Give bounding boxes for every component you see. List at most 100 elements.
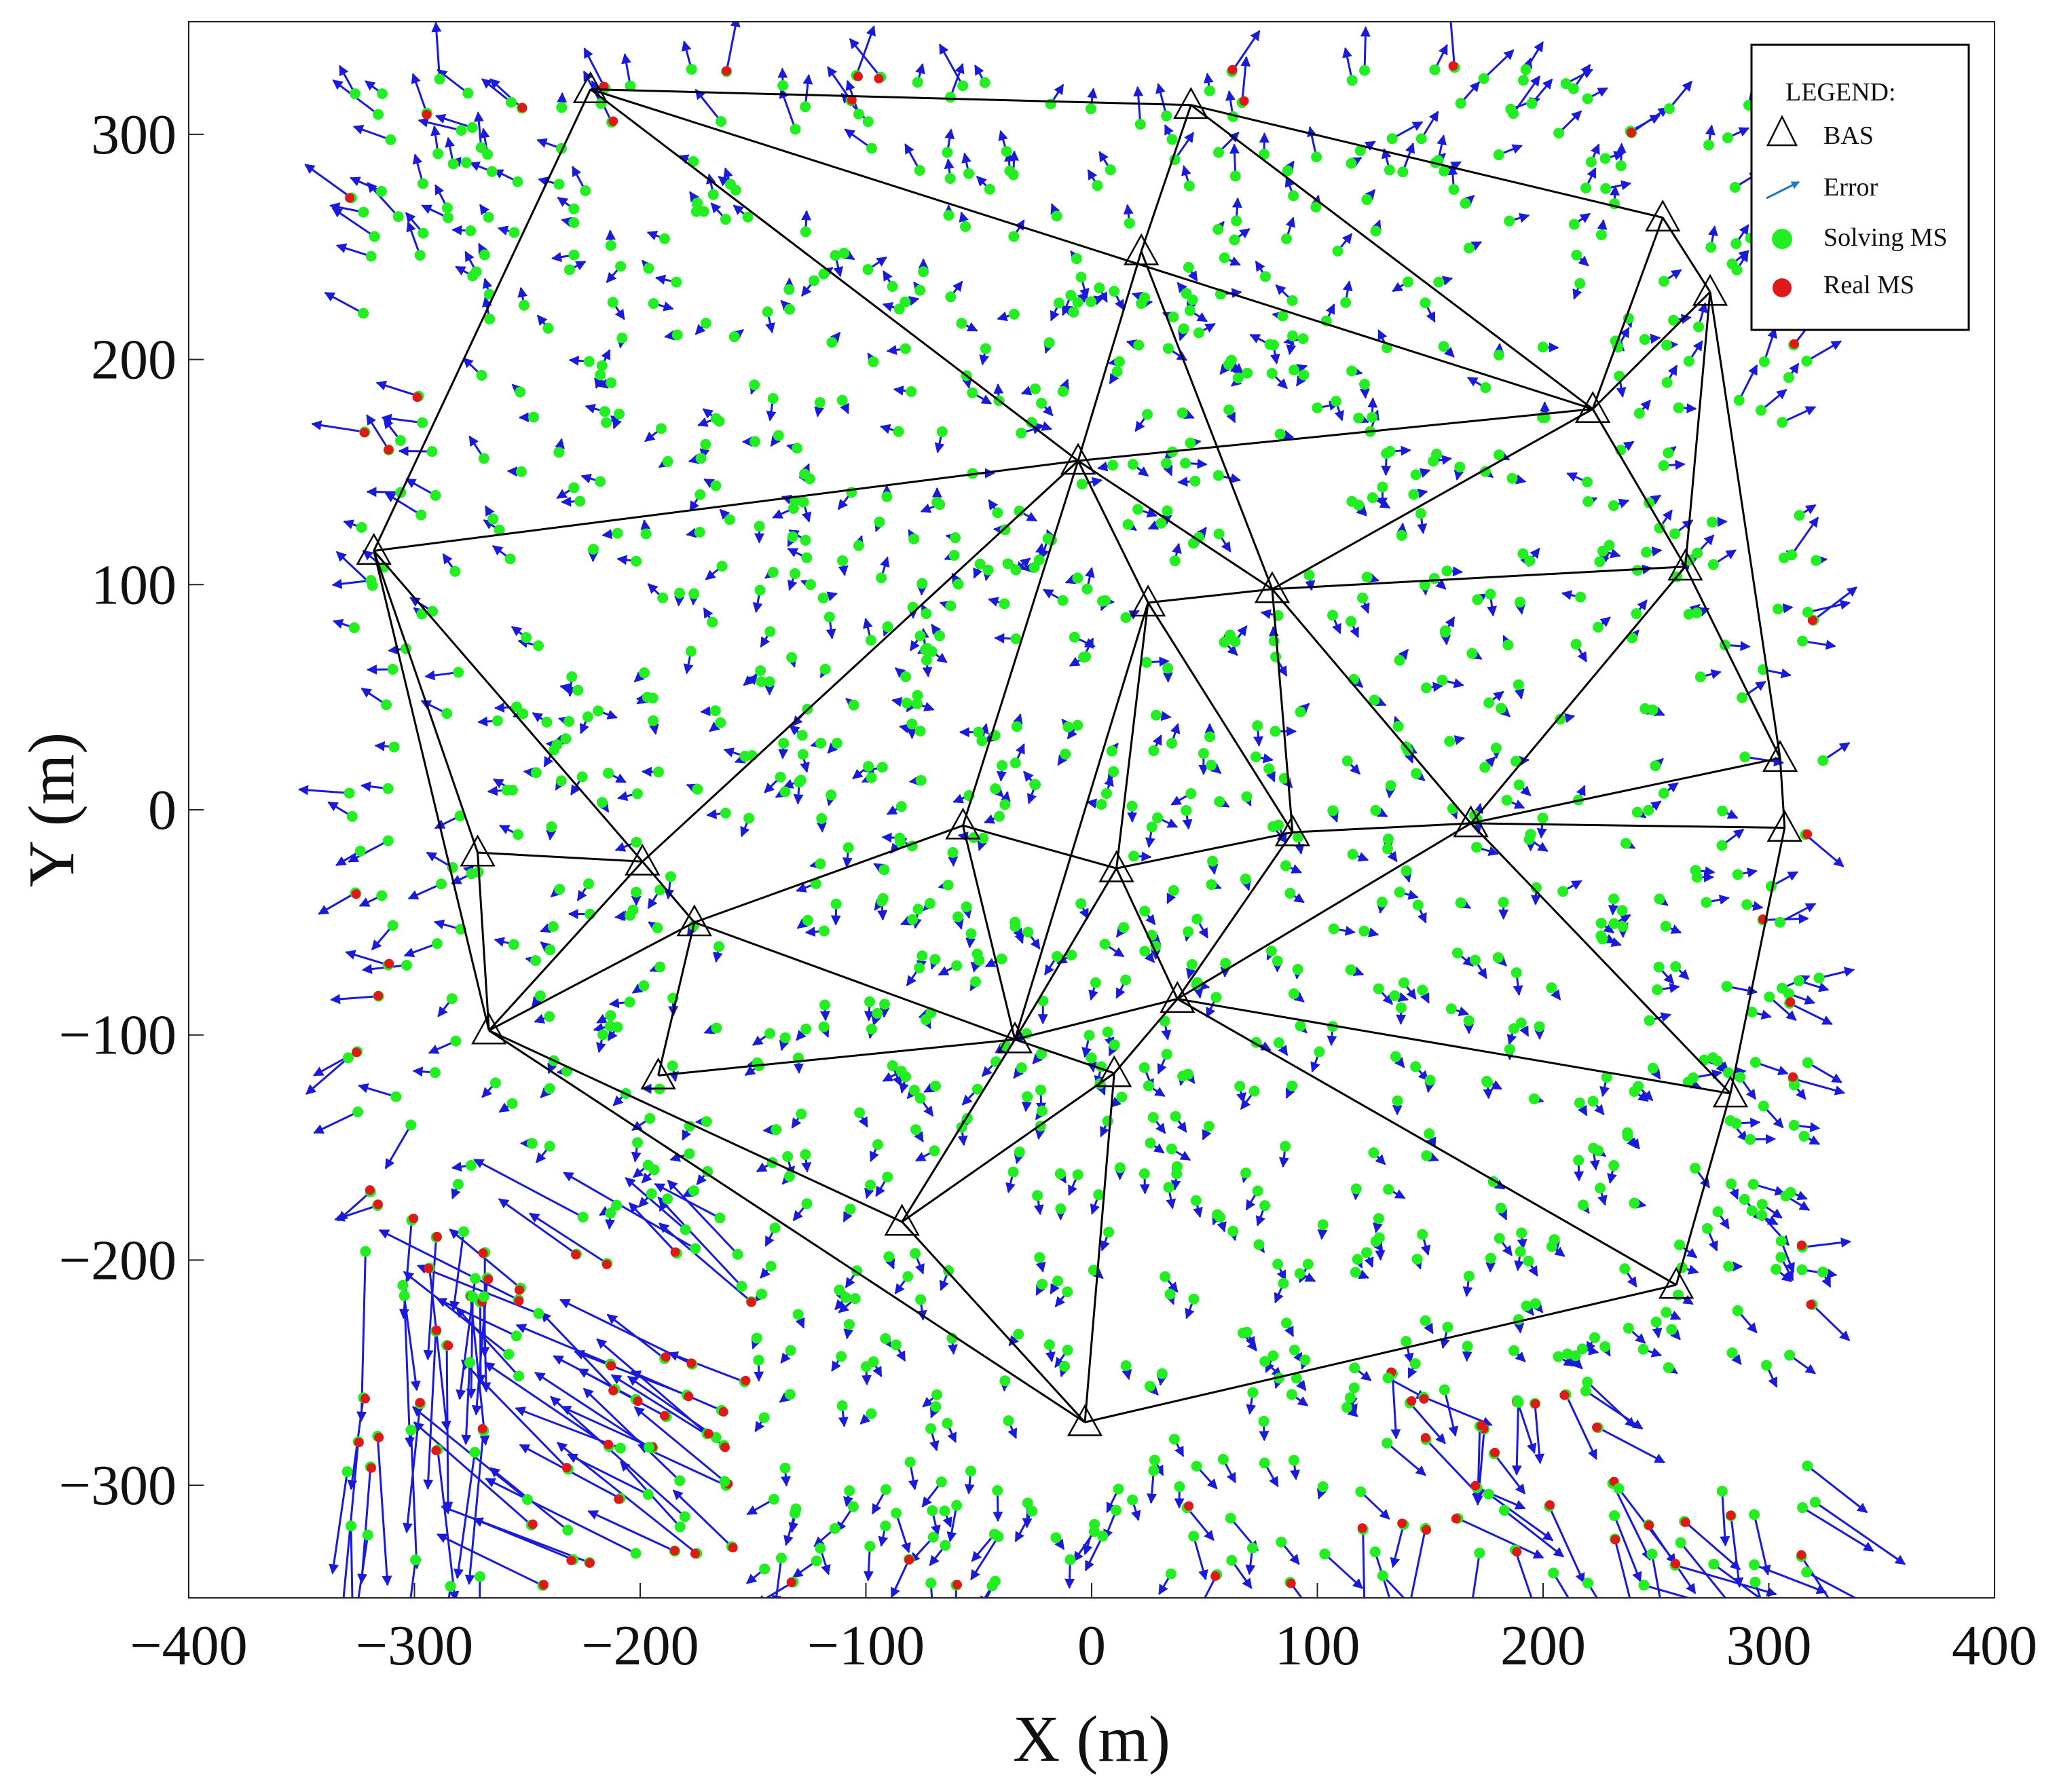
solving-ms-point xyxy=(1156,1368,1168,1379)
error-arrow xyxy=(1084,1535,1104,1571)
solving-ms-point xyxy=(416,608,428,620)
solving-ms-point xyxy=(542,322,554,334)
solving-ms-point xyxy=(1054,1168,1066,1180)
solving-ms-point xyxy=(1663,447,1674,459)
solving-ms-point xyxy=(1311,151,1322,163)
solving-ms-point xyxy=(792,1309,804,1320)
error-arrow xyxy=(1230,1559,1253,1589)
error-arrow xyxy=(1745,755,1785,767)
real-ms-point xyxy=(367,1463,377,1473)
solving-ms-point xyxy=(646,1188,657,1199)
solving-ms-point xyxy=(638,980,650,992)
solving-ms-point xyxy=(1546,982,1557,994)
solving-ms-point xyxy=(1376,896,1388,908)
solving-ms-point xyxy=(1382,1437,1393,1449)
solving-ms-point xyxy=(1136,298,1147,310)
solving-ms-point xyxy=(605,1208,616,1219)
solving-ms-point xyxy=(450,1035,462,1047)
solving-ms-point xyxy=(754,521,765,532)
error-arrow xyxy=(534,1371,650,1449)
error-arrow xyxy=(483,1362,610,1448)
solving-ms-point xyxy=(1094,282,1105,294)
solving-ms-point xyxy=(547,920,559,932)
error-arrow xyxy=(1760,388,1787,411)
error-arrow xyxy=(1534,1403,1544,1465)
solving-ms-point xyxy=(967,387,978,398)
solving-ms-point xyxy=(686,64,697,75)
solving-ms-point xyxy=(1165,1568,1176,1580)
solving-ms-point xyxy=(1064,1554,1076,1565)
error-arrow xyxy=(949,62,965,98)
error-arrow xyxy=(1753,1514,1771,1576)
solving-ms-point xyxy=(349,88,360,100)
solving-ms-point xyxy=(838,247,850,259)
solving-ms-point xyxy=(1013,1328,1024,1340)
solving-ms-point xyxy=(914,1092,926,1104)
solving-ms-point xyxy=(1072,572,1083,584)
solving-ms-point xyxy=(1639,333,1650,345)
error-arrow xyxy=(779,88,796,130)
solving-ms-point xyxy=(527,411,539,423)
solving-ms-point xyxy=(1267,821,1279,832)
solving-ms-point xyxy=(1474,1547,1485,1558)
solving-ms-point xyxy=(568,482,580,493)
error-arrow xyxy=(1409,1402,1446,1444)
solving-ms-point xyxy=(1035,1084,1046,1096)
solving-ms-point xyxy=(907,914,919,925)
solving-ms-point xyxy=(1189,475,1201,487)
solving-ms-point xyxy=(1252,720,1263,732)
solving-ms-point xyxy=(1726,1178,1737,1190)
solving-ms-point xyxy=(1478,73,1489,84)
solving-ms-point xyxy=(1288,190,1299,202)
error-arrow xyxy=(1614,1538,1631,1598)
solving-ms-point xyxy=(1615,160,1627,172)
solving-ms-point xyxy=(684,1148,695,1159)
solving-ms-point xyxy=(818,268,830,280)
solving-ms-point xyxy=(1083,1030,1095,1041)
solving-ms-point xyxy=(912,690,923,701)
error-arrow xyxy=(583,47,606,89)
real-ms-point xyxy=(443,1341,453,1351)
solving-ms-point xyxy=(521,632,532,643)
solving-ms-point xyxy=(1350,1183,1362,1195)
solving-ms-point xyxy=(1560,78,1572,90)
solving-ms-point xyxy=(1421,1150,1432,1161)
solving-ms-point xyxy=(864,1540,876,1552)
solving-ms-point xyxy=(544,1140,555,1152)
solving-ms-point xyxy=(1141,656,1152,668)
solving-ms-point xyxy=(1412,899,1424,911)
solving-ms-point xyxy=(453,667,464,678)
error-arrow xyxy=(1684,1520,1741,1571)
solving-ms-point xyxy=(1749,1576,1761,1588)
solving-ms-point xyxy=(458,1226,469,1237)
solving-ms-point xyxy=(1340,297,1352,308)
real-ms-point xyxy=(1559,1390,1570,1400)
solving-ms-point xyxy=(815,737,827,749)
solving-ms-point xyxy=(924,897,935,909)
error-arrow xyxy=(553,1355,637,1400)
error-arrow xyxy=(1390,1373,1401,1440)
solving-ms-point xyxy=(1185,788,1197,800)
solving-ms-point xyxy=(418,227,429,239)
solving-ms-point xyxy=(1149,1454,1160,1466)
error-arrow xyxy=(1174,132,1195,161)
real-ms-point xyxy=(373,990,384,1001)
error-arrow xyxy=(1613,1515,1642,1583)
solving-ms-point xyxy=(1463,1270,1475,1282)
solving-ms-point xyxy=(605,240,616,251)
solving-ms-point xyxy=(1052,1275,1063,1287)
error-arrow xyxy=(329,1471,349,1575)
real-ms-point xyxy=(633,1396,643,1406)
solving-ms-point xyxy=(1178,323,1189,335)
error-arrow xyxy=(1768,996,1797,1022)
error-arrow xyxy=(1806,340,1842,362)
solving-ms-point xyxy=(1289,365,1300,376)
solving-ms-point xyxy=(1252,1185,1263,1197)
solving-ms-point xyxy=(1138,1168,1150,1180)
real-ms-point xyxy=(1470,1480,1481,1491)
solving-ms-point xyxy=(844,1485,855,1497)
solving-ms-point xyxy=(713,941,724,952)
error-arrow xyxy=(625,1177,686,1231)
error-arrow xyxy=(844,128,872,149)
solving-ms-point xyxy=(1502,639,1514,651)
